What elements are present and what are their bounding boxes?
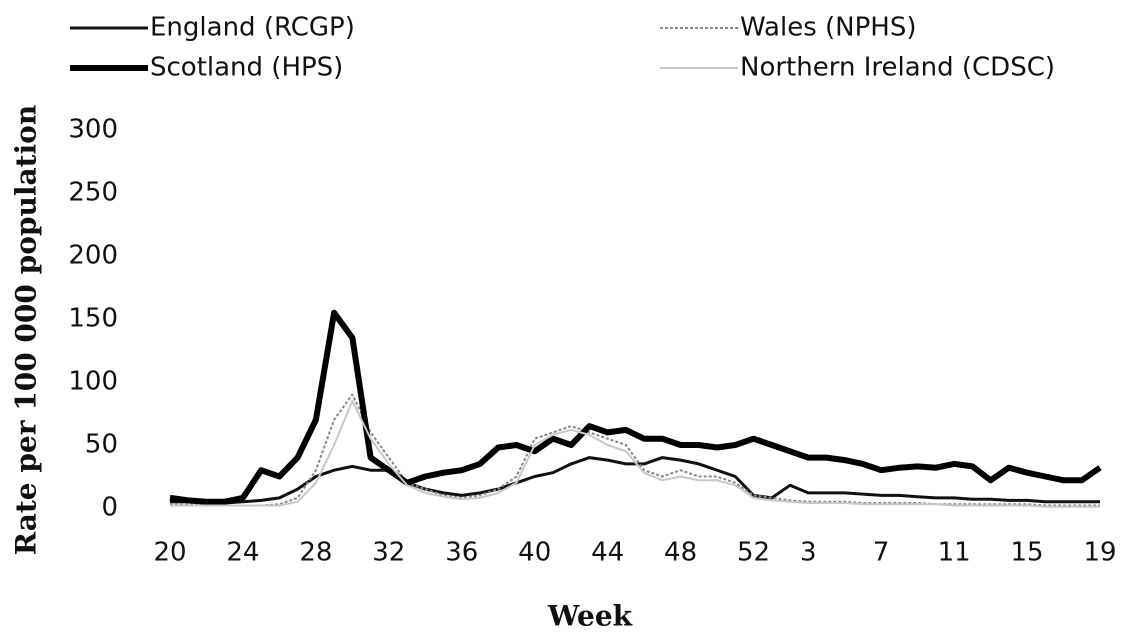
x-tick-label: 11: [938, 538, 971, 568]
series-line: [169, 309, 1102, 505]
x-tick-label: 48: [664, 538, 697, 568]
x-tick-label: 36: [445, 538, 478, 568]
series-line: [170, 399, 1100, 508]
y-tick-label: 250: [68, 178, 118, 208]
y-tick-label: 50: [85, 430, 118, 460]
y-tick-label: 100: [68, 367, 118, 397]
y-tick-label: 0: [101, 493, 118, 523]
x-tick-label: 20: [153, 538, 186, 568]
y-tick-label: 150: [68, 304, 118, 334]
legend-label: Northern Ireland (CDSC): [740, 53, 1055, 83]
y-tick-label: 300: [68, 115, 118, 145]
legend-label: Scotland (HPS): [150, 53, 343, 83]
x-tick-label: 28: [299, 538, 332, 568]
y-axis-label: Rate per 100 000 population: [10, 105, 43, 555]
x-axis-label: Week: [547, 600, 633, 633]
legend-label: Wales (NPHS): [740, 13, 916, 43]
x-tick-label: 40: [518, 538, 551, 568]
x-tick-label: 32: [372, 538, 405, 568]
x-tick-label: 7: [873, 538, 890, 568]
x-tick-label: 19: [1083, 538, 1116, 568]
y-tick-label: 200: [68, 241, 118, 271]
x-tick-label: 44: [591, 538, 624, 568]
x-tick-label: 52: [737, 538, 770, 568]
legend-label: England (RCGP): [150, 13, 355, 43]
x-tick-label: 3: [800, 538, 817, 568]
x-tick-label: 24: [226, 538, 259, 568]
x-tick-label: 15: [1011, 538, 1044, 568]
series-line: [170, 456, 1100, 505]
